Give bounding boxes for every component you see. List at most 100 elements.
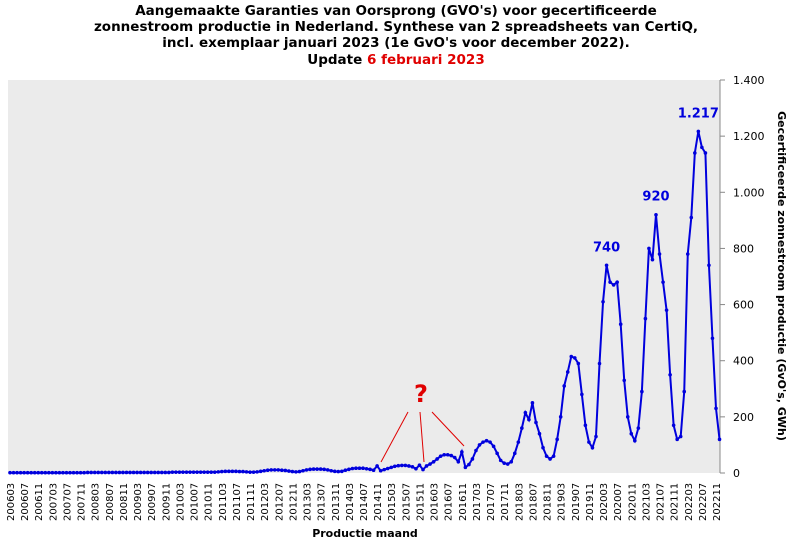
data-point	[463, 465, 468, 470]
data-point	[392, 464, 397, 469]
data-point	[318, 467, 323, 471]
data-point	[315, 467, 319, 471]
y-tick-label: 600	[733, 299, 754, 312]
data-point	[516, 440, 521, 444]
data-point	[696, 129, 701, 134]
x-tick-label: 200607	[20, 483, 31, 521]
data-point	[474, 448, 478, 453]
data-point	[587, 440, 591, 444]
data-point	[241, 469, 245, 474]
data-point	[604, 263, 609, 268]
x-axis-label: Productie maand	[312, 527, 418, 540]
data-point	[400, 463, 404, 468]
data-point	[145, 470, 150, 475]
x-tick-label: 202003	[599, 483, 610, 521]
x-tick-label: 201011	[204, 483, 215, 521]
x-tick-label: 201403	[345, 483, 356, 521]
data-point	[685, 252, 690, 256]
data-point	[85, 470, 90, 475]
x-tick-label: 200803	[91, 483, 102, 521]
data-point	[396, 463, 401, 468]
x-tick-label: 200807	[105, 483, 116, 521]
data-point	[188, 470, 192, 474]
data-point	[325, 468, 330, 472]
data-point	[689, 215, 694, 220]
y-tick-label: 1.200	[733, 130, 765, 143]
title-line: incl. exemplaar januari 2023 (1e GvO's v…	[162, 35, 629, 51]
data-point	[364, 466, 369, 471]
data-point	[39, 470, 44, 475]
data-point	[460, 450, 464, 454]
data-point	[216, 470, 221, 474]
x-tick-label: 201511	[415, 483, 426, 521]
data-point	[569, 354, 574, 359]
data-point	[181, 470, 185, 474]
data-point	[449, 453, 454, 458]
data-point	[481, 440, 485, 444]
data-point	[163, 470, 168, 475]
data-point	[230, 469, 235, 474]
data-point	[234, 469, 238, 474]
data-point	[202, 470, 206, 474]
x-tick-label: 201207	[274, 483, 285, 521]
data-point	[322, 467, 326, 472]
y-tick-label: 1.000	[733, 186, 765, 199]
data-point	[340, 469, 344, 474]
data-point	[184, 470, 189, 474]
data-point	[417, 463, 422, 467]
data-point	[18, 470, 23, 475]
data-point	[675, 437, 679, 442]
data-point	[682, 389, 687, 394]
data-point	[290, 469, 295, 474]
data-point	[544, 454, 549, 458]
data-point	[647, 246, 651, 251]
data-point	[336, 469, 341, 474]
data-point	[25, 470, 30, 475]
data-point	[375, 464, 379, 468]
data-point	[548, 457, 552, 461]
data-point	[223, 469, 228, 474]
data-point	[54, 470, 58, 475]
x-tick-label: 201507	[401, 483, 412, 521]
data-point	[505, 462, 510, 466]
x-tick-label: 202007	[613, 483, 624, 521]
data-point	[156, 470, 161, 475]
x-tick-label: 201503	[387, 483, 398, 521]
data-point	[633, 438, 637, 443]
data-point	[15, 470, 19, 475]
data-point	[103, 470, 108, 475]
data-point	[601, 299, 605, 304]
y-tick-label: 1.400	[733, 74, 765, 87]
x-tick-label: 201303	[303, 483, 314, 521]
data-point	[534, 420, 538, 425]
data-point	[551, 454, 556, 458]
data-point	[96, 470, 101, 475]
y-tick-label: 0	[733, 467, 740, 480]
data-point	[332, 469, 337, 474]
data-point	[22, 470, 26, 475]
question-lines	[380, 411, 465, 463]
x-tick-label: 201107	[232, 483, 243, 521]
data-point	[191, 470, 196, 474]
data-point	[491, 444, 496, 449]
data-point	[195, 470, 199, 474]
x-tick-label: 201111	[246, 483, 257, 521]
data-point	[287, 469, 291, 473]
data-point	[562, 384, 567, 388]
data-point	[110, 470, 115, 475]
data-point	[152, 470, 157, 475]
title-update: Update 6 februari 2023	[307, 52, 484, 68]
data-point	[75, 470, 79, 475]
data-point	[47, 470, 51, 475]
data-point	[68, 470, 72, 475]
data-point	[311, 467, 316, 471]
data-point	[414, 466, 418, 471]
data-point	[445, 452, 450, 457]
data-point	[512, 451, 517, 456]
data-point	[442, 452, 446, 457]
data-point	[11, 470, 16, 475]
data-point	[308, 467, 312, 472]
data-point	[671, 423, 676, 428]
data-point	[71, 470, 76, 475]
data-point	[382, 467, 386, 472]
